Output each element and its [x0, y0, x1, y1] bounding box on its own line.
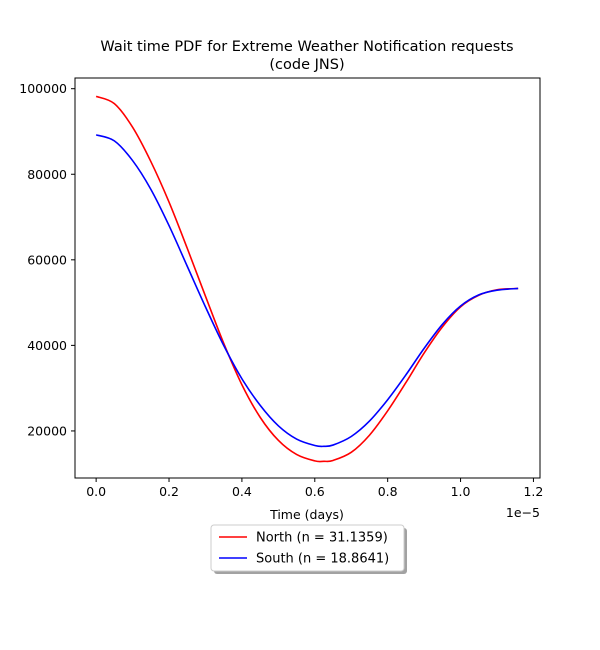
- x-tick-label: 0.8: [378, 484, 398, 499]
- x-tick-label: 0.0: [86, 484, 106, 499]
- legend-label: North (n = 31.1359): [256, 531, 388, 546]
- chart-title-line-2: (code JNS): [269, 57, 344, 73]
- x-axis-label: Time (days): [269, 507, 344, 522]
- x-tick-label: 0.6: [305, 484, 325, 499]
- x-tick-label: 0.2: [159, 484, 179, 499]
- plot-lines: [95, 95, 519, 463]
- y-axis-ticks: 20000 40000 60000 80000 100000: [19, 81, 75, 438]
- x-tick-label: 1.0: [451, 484, 471, 499]
- x-axis-ticks: 0.0 0.2 0.4 0.6 0.8 1.0 1.2: [86, 478, 543, 499]
- x-tick-label: 1.2: [523, 484, 543, 499]
- y-tick-label: 20000: [27, 423, 67, 438]
- legend-label: South (n = 18.8641): [256, 552, 389, 567]
- legend-items: North (n = 31.1359) South (n = 18.8641): [219, 531, 389, 567]
- y-tick-label: 40000: [27, 338, 67, 353]
- legend-box: [210, 524, 405, 572]
- x-axis-offset-text: 1e−5: [506, 505, 540, 520]
- y-tick-label: 80000: [27, 167, 67, 182]
- chart-title-line-1: Wait time PDF for Extreme Weather Notifi…: [100, 39, 513, 55]
- x-tick-label: 0.4: [232, 484, 252, 499]
- y-tick-label: 100000: [19, 81, 67, 96]
- legend: North (n = 31.1359) South (n = 18.8641): [210, 524, 407, 574]
- series-line-1: [95, 134, 519, 448]
- y-tick-label: 60000: [27, 252, 67, 267]
- plot-frame: [74, 77, 541, 479]
- series-line-0: [95, 95, 519, 463]
